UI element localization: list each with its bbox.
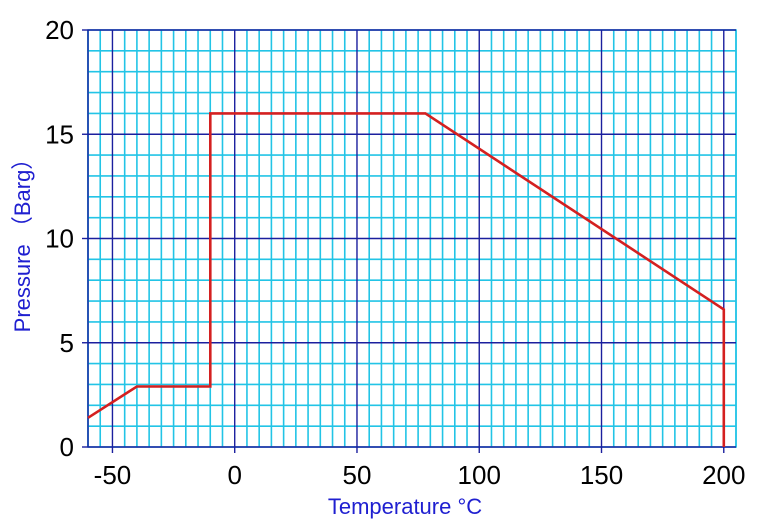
x-tick-label: -50: [94, 460, 132, 490]
x-tick-labels: -50 0 50 100 150 200: [94, 460, 746, 490]
pressure-series-line: [87, 112, 726, 447]
x-tick-label: 200: [702, 460, 745, 490]
series-layer: [87, 112, 726, 447]
x-tick-label: 50: [343, 460, 372, 490]
x-tick-label: 0: [227, 460, 241, 490]
y-tick-label: 0: [60, 432, 74, 462]
x-axis-title: Temperature °C: [328, 494, 482, 519]
y-tick-label: 15: [45, 119, 74, 149]
y-tick-label: 20: [45, 15, 74, 45]
y-tick-label: 5: [60, 328, 74, 358]
y-axis-title: Pressure （Barg）: [10, 148, 35, 333]
major-gridlines: [82, 29, 736, 453]
x-tick-label: 100: [458, 460, 501, 490]
x-tick-label: 150: [580, 460, 623, 490]
y-tick-label: 10: [45, 224, 74, 254]
y-tick-labels: 0 5 10 15 20: [45, 15, 74, 462]
